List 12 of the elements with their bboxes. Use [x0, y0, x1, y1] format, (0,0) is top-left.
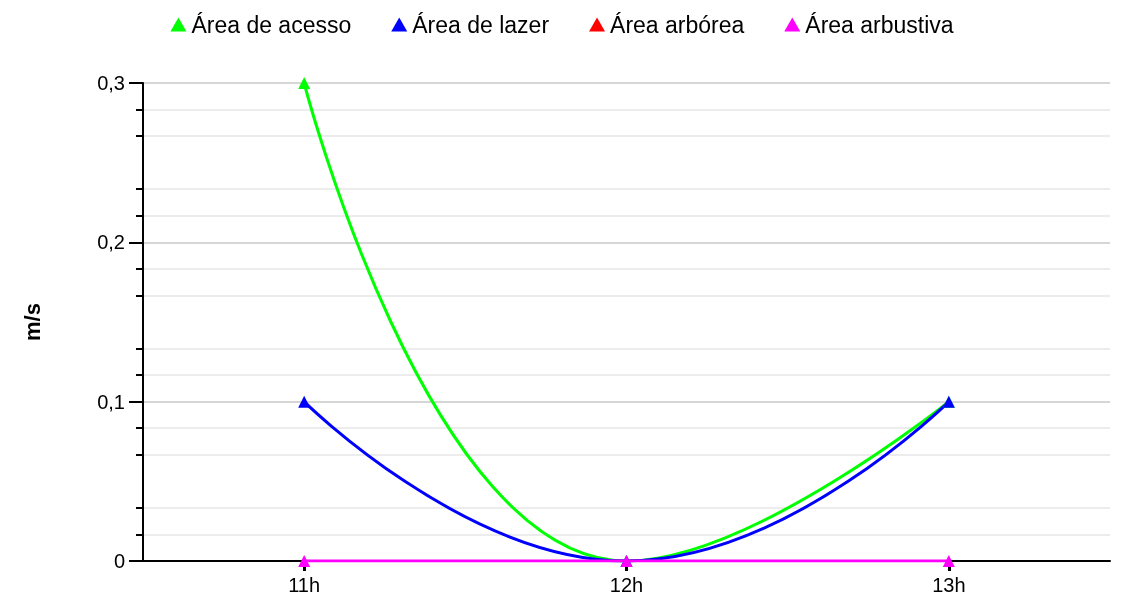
y-tick-label: 0 [113, 550, 125, 572]
legend-label: Área arbórea [610, 11, 745, 38]
x-tick-label: 13h [932, 574, 966, 596]
x-tick-label: 12h [609, 574, 644, 596]
legend-label: Área arbustiva [805, 11, 954, 38]
y-tick-label: 0,2 [97, 231, 125, 254]
x-tick-label: 11h [288, 574, 321, 596]
y-tick-label: 0,3 [97, 72, 125, 94]
legend-label: Área de acesso [191, 11, 352, 38]
y-axis-title: m/s [19, 303, 45, 341]
y-tick-label: 0,1 [97, 390, 125, 413]
legend-label: Área de lazer [412, 11, 550, 38]
